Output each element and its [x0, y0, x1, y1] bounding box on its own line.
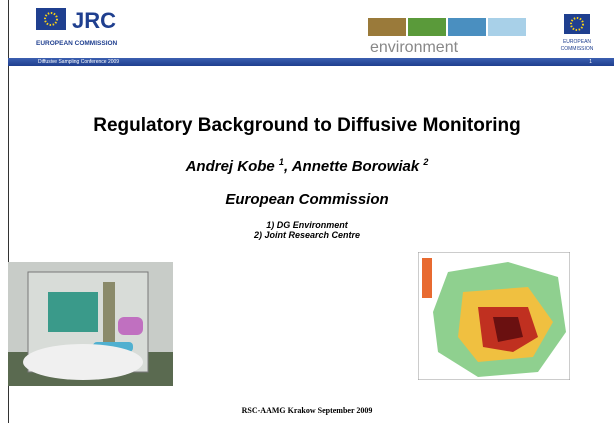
authors: Andrej Kobe 1, Annette Borowiak 2	[0, 157, 614, 175]
banner-text: Diffusive Sampling Conference 2009	[38, 58, 119, 66]
jrc-logo: JRC EUROPEAN COMMISSION	[36, 8, 156, 52]
europe-map	[418, 252, 570, 380]
affiliation: 1) DG Environment	[0, 220, 614, 230]
banner: Diffusive Sampling Conference 2009 1	[8, 58, 614, 66]
environment-logo: environment	[368, 18, 528, 56]
author: , Annette Borowiak	[284, 158, 423, 175]
logo-subtext: EUROPEAN COMMISSION	[36, 40, 118, 47]
page-number: 1	[589, 58, 592, 66]
author: Andrej Kobe	[186, 158, 279, 175]
ec-logo: EUROPEAN COMMISSION	[558, 14, 598, 56]
author-sup: 2	[423, 157, 428, 167]
logo-text: JRC	[72, 8, 116, 33]
slide: JRC EUROPEAN COMMISSION environment EURO…	[0, 0, 614, 423]
sampler-photo	[8, 262, 173, 386]
organization: European Commission	[0, 191, 614, 208]
env-text: environment	[370, 39, 459, 56]
ec-text: EUROPEAN	[563, 39, 591, 45]
ec-text: COMMISSION	[561, 46, 594, 52]
affiliation: 2) Joint Research Centre	[0, 230, 614, 240]
footer: RSC-AAMG Krakow September 2009	[0, 406, 614, 415]
title: Regulatory Background to Diffusive Monit…	[0, 115, 614, 137]
